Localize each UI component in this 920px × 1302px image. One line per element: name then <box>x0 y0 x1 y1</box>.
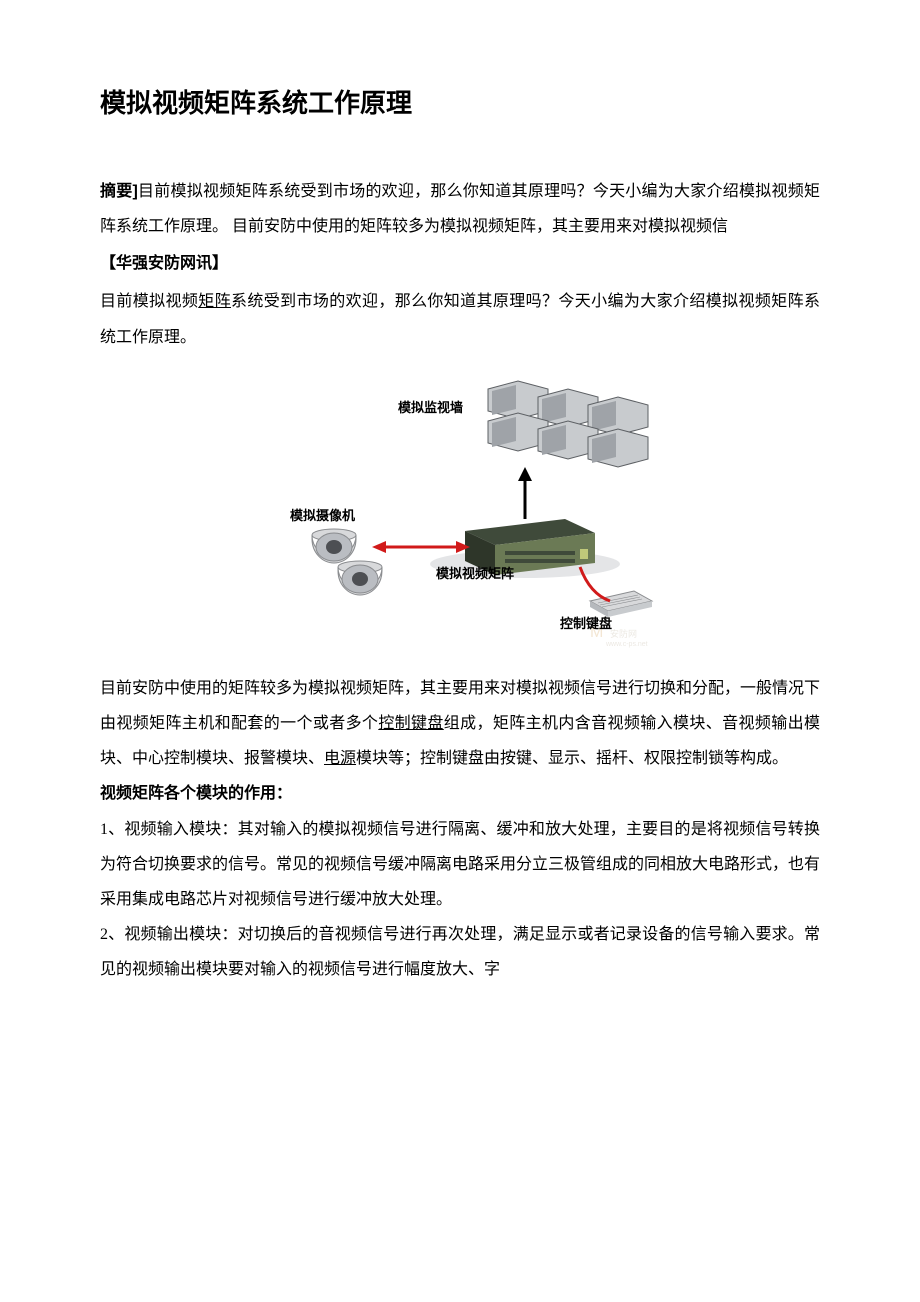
item-1: 1、视频输入模块：其对输入的模拟视频信号进行隔离、缓冲和放大处理，主要目的是将视… <box>100 812 820 918</box>
svg-text:www.c-ps.net: www.c-ps.net <box>605 641 648 648</box>
label-camera: 模拟摄像机 <box>290 509 355 522</box>
monitor-wall-icon <box>488 381 648 467</box>
page-title: 模拟视频矩阵系统工作原理 <box>100 90 820 116</box>
intro-paragraph: 目前模拟视频矩阵系统受到市场的欢迎，那么你知道其原理吗？今天小编为大家介绍模拟视… <box>100 284 820 354</box>
section-heading: 视频矩阵各个模块的作用： <box>100 776 820 811</box>
label-matrix: 模拟视频矩阵 <box>436 567 514 580</box>
svg-text:安防网: 安防网 <box>610 628 637 639</box>
label-monitor-wall: 模拟监视墙 <box>398 401 463 414</box>
arrow-camera-matrix <box>372 541 470 553</box>
link-control-keyboard[interactable]: 控制键盘 <box>378 715 443 732</box>
abstract-text: 目前模拟视频矩阵系统受到市场的欢迎，那么你知道其原理吗？今天小编为大家介绍模拟视… <box>100 183 820 235</box>
abstract-paragraph: 摘要]目前模拟视频矩阵系统受到市场的欢迎，那么你知道其原理吗？今天小编为大家介绍… <box>100 174 820 244</box>
body-p3: 模块等；控制键盘由按键、显示、摇杆、权限控制锁等构成。 <box>356 750 788 767</box>
body-paragraph: 目前安防中使用的矩阵较多为模拟视频矩阵，其主要用来对模拟视频信号进行切换和分配，… <box>100 671 820 777</box>
source-line: 【华强安防网讯】 <box>100 248 820 280</box>
intro-pre: 目前模拟视频 <box>100 293 198 310</box>
label-keyboard: 控制键盘 <box>560 617 612 630</box>
arrow-matrix-to-wall <box>518 467 532 519</box>
abstract-label: 摘要] <box>100 183 138 200</box>
system-diagram: M 安防网 www.c-ps.net 模拟监视墙 模拟摄像机 模拟视频矩阵 控制… <box>250 369 670 649</box>
camera-icon <box>312 529 382 595</box>
diagram-container: M 安防网 www.c-ps.net 模拟监视墙 模拟摄像机 模拟视频矩阵 控制… <box>100 369 820 649</box>
link-power[interactable]: 电源 <box>324 750 356 767</box>
item-2: 2、视频输出模块：对切换后的音视频信号进行再次处理，满足显示或者记录设备的信号输… <box>100 917 820 987</box>
intro-link-matrix[interactable]: 矩阵 <box>198 293 231 310</box>
